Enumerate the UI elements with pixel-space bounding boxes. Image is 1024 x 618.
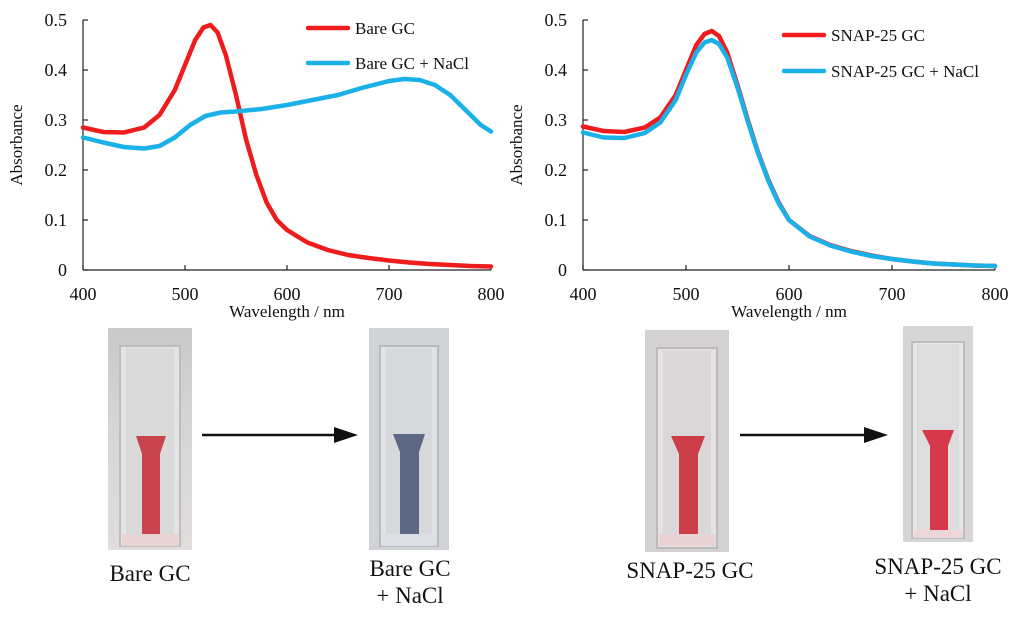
transition-arrow-left	[202, 427, 358, 443]
caption-snap-25-gc: SNAP-25 GC	[626, 558, 754, 583]
cuvette-photo-snap-25-gc	[645, 330, 729, 552]
left-x-tick-label: 500	[172, 284, 199, 304]
left-series-line-bare-gc	[80, 22, 494, 269]
left-y-axis-title: Absorbance	[7, 104, 26, 185]
left-legend-label-bare-gc: Bare GC	[355, 19, 415, 38]
right-y-axis-title: Absorbance	[507, 104, 526, 185]
left-y-tick-label: 0.4	[45, 60, 68, 80]
right-series-line-snap-25-gc-nacl	[580, 37, 998, 269]
right-x-tick-label: 700	[879, 284, 906, 304]
right-y-tick-label: 0.1	[545, 210, 568, 230]
caption-bare-gc: Bare GC	[109, 561, 191, 586]
bare-gc-nacl-solution	[393, 434, 425, 538]
caption-snap-25-gc-nacl-line1: SNAP-25 GC	[874, 554, 1002, 579]
left-y-tick-label: 0.5	[45, 10, 68, 30]
snap-25-gc-nacl-solution	[922, 430, 954, 532]
left-series-line-bare-gc-nacl	[80, 76, 494, 151]
caption-bare-gc-nacl-line2: + NaCl	[376, 583, 444, 608]
caption-bare-gc-nacl-line1: Bare GC	[369, 556, 451, 581]
snap-25-gc-solution	[671, 436, 705, 538]
left-y-tick-label: 0.3	[45, 110, 68, 130]
right-y-tick-label: 0.4	[545, 60, 568, 80]
right-y-tick-label: 0	[558, 260, 567, 280]
left-x-tick-label: 800	[478, 284, 505, 304]
left-y-tick-label: 0	[58, 260, 67, 280]
left-y-tick-label: 0.2	[45, 160, 68, 180]
cuvette-photo-bare-gc	[108, 328, 192, 550]
right-x-tick-label: 800	[982, 284, 1009, 304]
right-y-tick-label: 0.5	[545, 10, 568, 30]
caption-snap-25-gc-nacl-line2: + NaCl	[904, 581, 972, 606]
right-legend-label-snap-25-gc-nacl: SNAP-25 GC + NaCl	[831, 62, 979, 81]
bare-gc-solution	[136, 436, 166, 538]
transition-arrow-right	[740, 427, 888, 443]
right-absorbance-chart: 0 0.1 0.2 0.3 0.4 0.5 400 500 600 700 800 Wavelengt…	[507, 10, 1009, 321]
caption-bare-gc-nacl: Bare GC + NaCl	[350, 555, 470, 609]
right-x-tick-label: 500	[673, 284, 700, 304]
cuvette-photo-snap-25-gc-nacl	[903, 326, 973, 542]
left-absorbance-chart: 0 0.1 0.2 0.3 0.4 0.5 400 500 600 700 800 Wavelengt…	[7, 10, 505, 321]
left-x-tick-label: 400	[70, 284, 97, 304]
left-x-tick-label: 600	[274, 284, 301, 304]
right-x-axis-title: Wavelength / nm	[731, 302, 847, 321]
right-x-tick-label: 400	[570, 284, 597, 304]
right-legend-label-snap-25-gc: SNAP-25 GC	[831, 26, 925, 45]
right-x-tick-label: 600	[776, 284, 803, 304]
right-y-tick-label: 0.2	[545, 160, 568, 180]
right-y-tick-label: 0.3	[545, 110, 568, 130]
left-y-tick-label: 0.1	[45, 210, 68, 230]
caption-snap-25-gc-nacl: SNAP-25 GC + NaCl	[858, 553, 1018, 607]
left-legend-label-bare-gc-nacl: Bare GC + NaCl	[355, 54, 469, 73]
left-x-axis-title: Wavelength / nm	[229, 302, 345, 321]
cuvette-photo-bare-gc-nacl	[369, 328, 449, 550]
left-x-tick-label: 700	[376, 284, 403, 304]
